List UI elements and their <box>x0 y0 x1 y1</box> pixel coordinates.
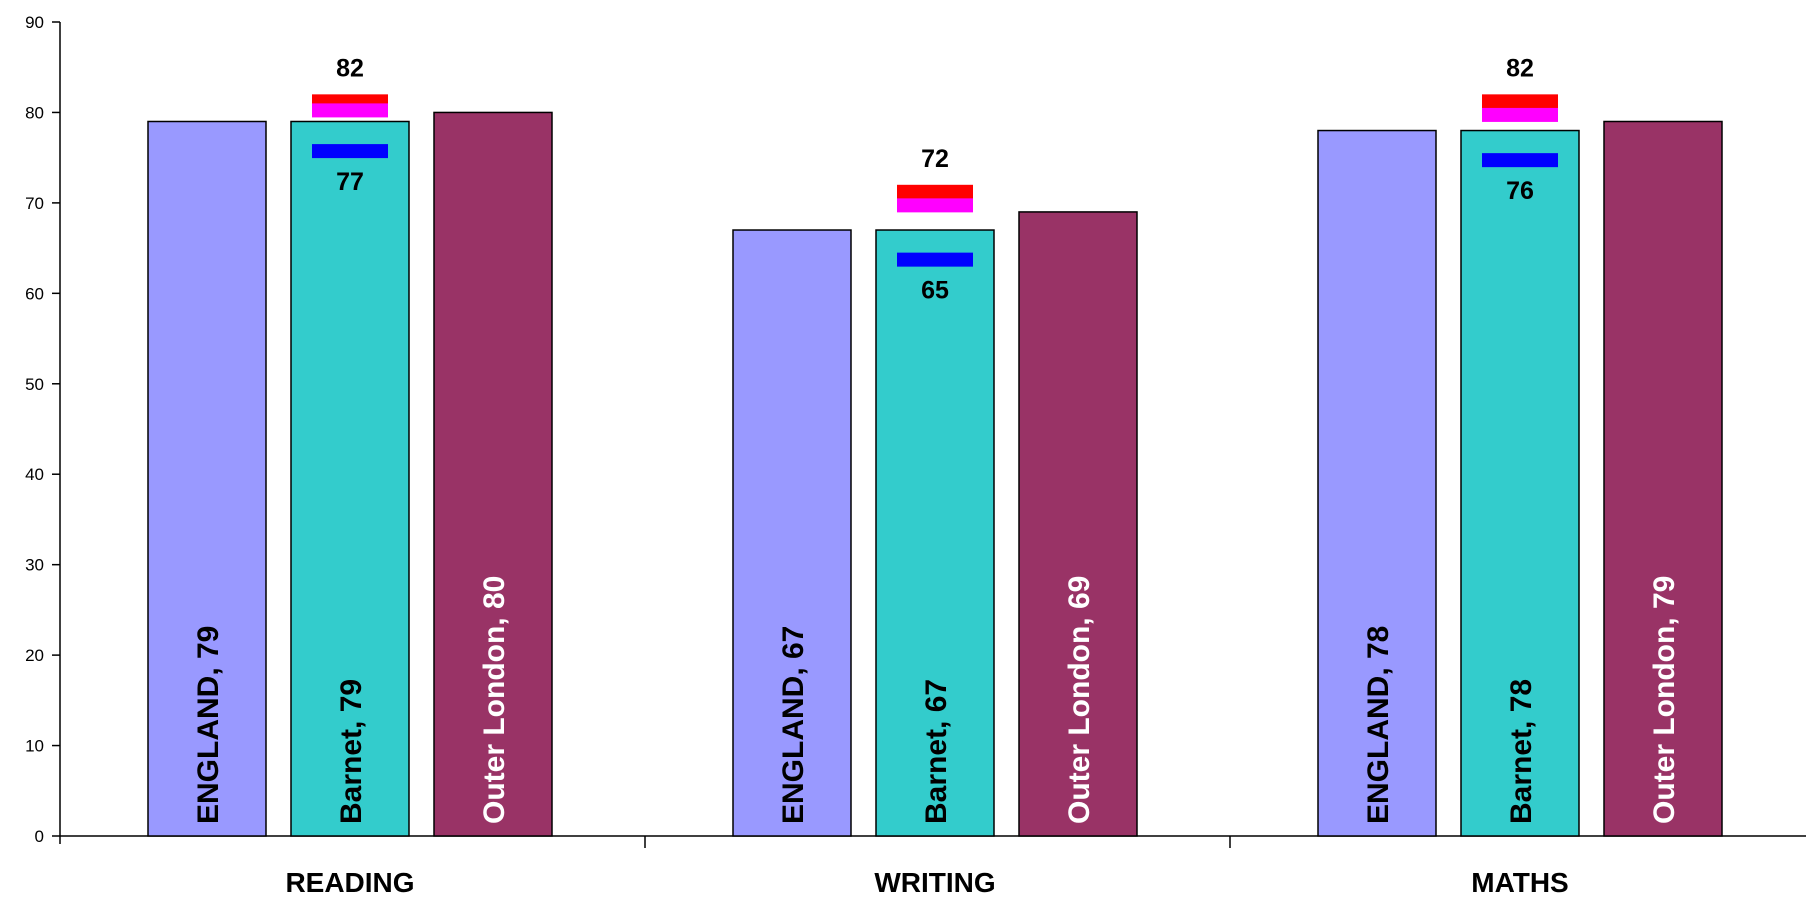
bar-data-label: ENGLAND, 79 <box>192 626 225 824</box>
x-axis: READING WRITING MATHS <box>60 835 1806 898</box>
y-tick-label: 50 <box>25 375 44 394</box>
bar <box>1460 129 1580 837</box>
x-category-label: MATHS <box>1471 867 1568 898</box>
lower-marker-label: 65 <box>921 277 949 305</box>
y-tick-label: 90 <box>25 13 44 32</box>
x-category-label: WRITING <box>874 867 995 898</box>
target-markers: 82 77 72 65 82 76 <box>312 54 1558 305</box>
y-axis: 0 10 20 30 40 50 60 70 80 90 <box>25 13 61 846</box>
bar-data-label: Barnet, 78 <box>1505 679 1538 824</box>
y-tick-label: 10 <box>25 737 44 756</box>
bar-data-label: Barnet, 79 <box>335 679 368 824</box>
upper-marker-label: 82 <box>336 54 364 82</box>
upper-marker-label: 72 <box>921 145 949 173</box>
bar-data-label: Outer London, 79 <box>1648 576 1681 824</box>
x-category-label: READING <box>285 867 414 898</box>
y-tick-label: 40 <box>25 465 44 484</box>
blue-marker <box>1482 153 1558 168</box>
upper-marker-label: 82 <box>1506 54 1534 82</box>
magenta-marker <box>1482 107 1558 122</box>
bar <box>147 120 267 837</box>
bar <box>732 229 852 837</box>
red-marker <box>897 184 973 199</box>
y-tick-label: 80 <box>25 103 44 122</box>
blue-marker <box>897 252 973 267</box>
blue-marker <box>312 144 388 159</box>
bar <box>290 120 410 837</box>
lower-marker-label: 77 <box>336 168 364 196</box>
y-tick-label: 0 <box>35 827 44 846</box>
bar-data-label: Outer London, 80 <box>478 576 511 824</box>
y-tick-label: 20 <box>25 646 44 665</box>
bar-data-label: Barnet, 67 <box>920 679 953 824</box>
y-tick-label: 30 <box>25 556 44 575</box>
bar-data-label: ENGLAND, 67 <box>777 626 810 824</box>
bar <box>1603 120 1723 837</box>
y-tick-label: 60 <box>25 284 44 303</box>
red-marker <box>1482 94 1558 109</box>
bar <box>875 229 995 837</box>
bar <box>433 111 553 837</box>
lower-marker-label: 76 <box>1506 177 1534 205</box>
y-tick-label: 70 <box>25 194 44 213</box>
bar-data-label: Outer London, 69 <box>1063 576 1096 824</box>
bar-data-label: ENGLAND, 78 <box>1362 626 1395 824</box>
magenta-marker <box>897 198 973 213</box>
bar <box>1018 211 1138 837</box>
magenta-marker <box>312 103 388 118</box>
bars: ENGLAND, 79 Barnet, 79 Outer London, 80 ENG… <box>147 111 1723 837</box>
bar <box>1317 129 1437 837</box>
